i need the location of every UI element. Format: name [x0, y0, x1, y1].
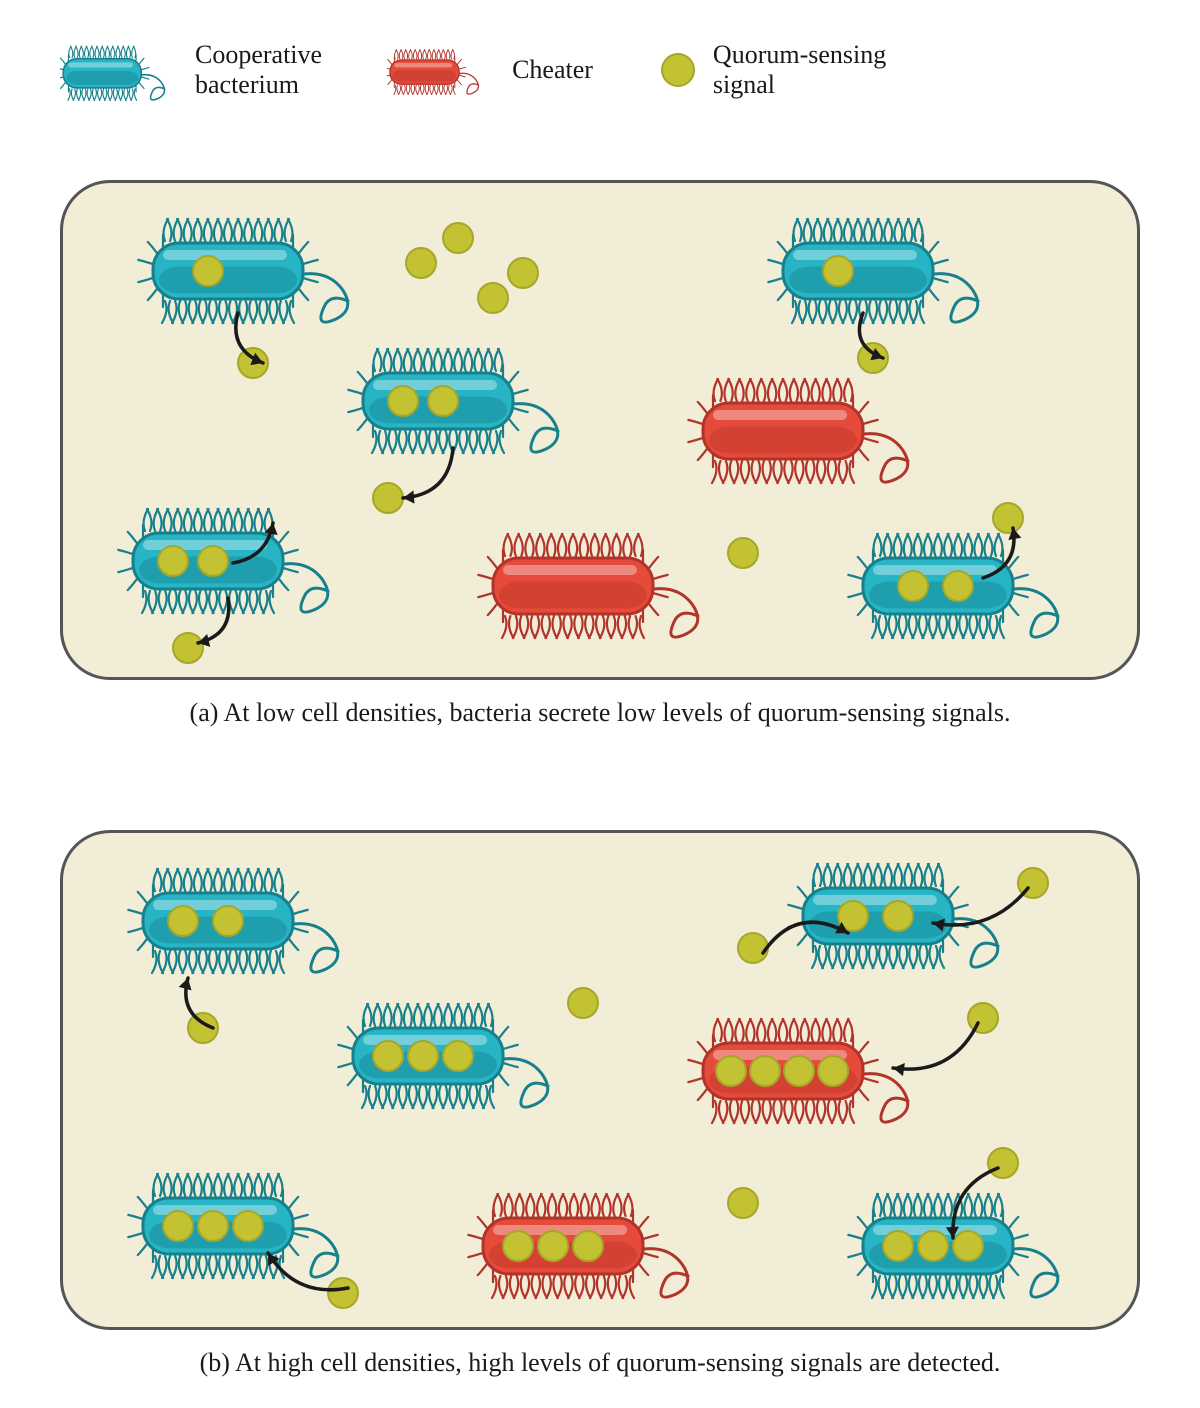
panel-b-svg: [63, 833, 1137, 1327]
caption-b: (b) At high cell densities, high levels …: [60, 1346, 1140, 1380]
caption-a: (a) At low cell densities, bacteria secr…: [60, 696, 1140, 730]
legend-label-signal: Quorum-sensingsignal: [713, 40, 886, 100]
panel-a: [60, 180, 1140, 680]
diagram-canvas: Cooperativebacterium Cheater Quorum-sens…: [0, 0, 1200, 1408]
normal-bacterium-icon: [60, 40, 180, 100]
legend-label-cheater: Cheater: [512, 55, 593, 85]
signal-dot-icon: [658, 50, 698, 90]
legend-item-signal: Quorum-sensingsignal: [658, 40, 886, 100]
panel-a-svg: [63, 183, 1137, 677]
legend: Cooperativebacterium Cheater Quorum-sens…: [60, 40, 1140, 100]
legend-item-normal: Cooperativebacterium: [60, 40, 322, 100]
panel-b: [60, 830, 1140, 1330]
legend-item-cheater: Cheater: [387, 40, 593, 100]
legend-label-normal: Cooperativebacterium: [195, 40, 322, 100]
cheater-bacterium-icon: [387, 40, 497, 100]
